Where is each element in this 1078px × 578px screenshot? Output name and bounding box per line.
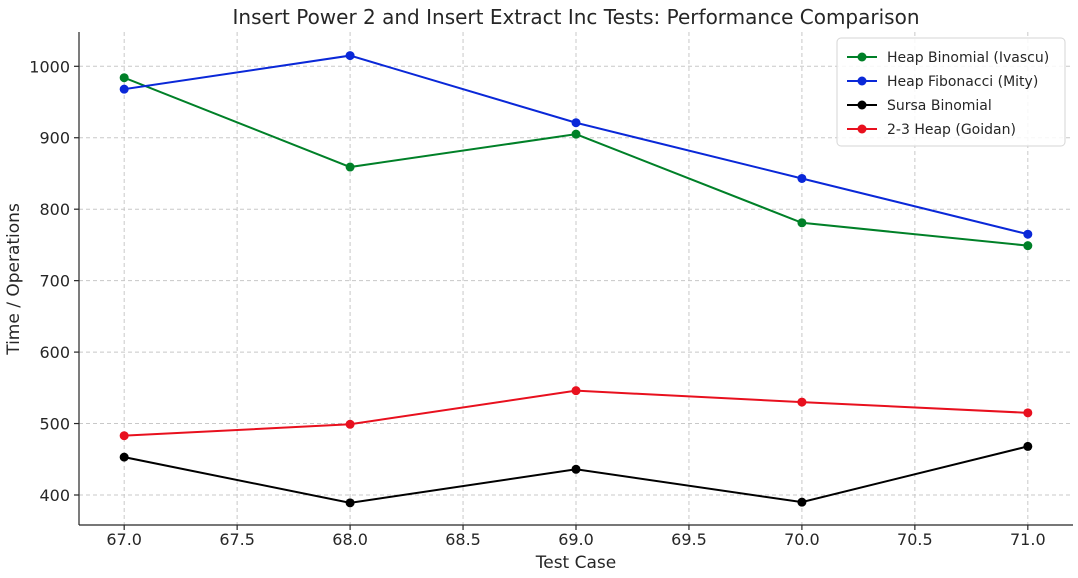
series-1: [119, 51, 1033, 239]
x-tick-label: 67.5: [219, 530, 255, 549]
data-point: [345, 162, 355, 172]
y-tick-label: 1000: [29, 57, 70, 76]
legend: Heap Binomial (Ivascu) Heap Fibonacci (Mi…: [836, 37, 1066, 147]
legend-marker: [857, 124, 867, 134]
series-2: [119, 441, 1033, 508]
data-point: [119, 73, 129, 83]
legend-box: [836, 37, 1066, 147]
legend-marker: [857, 76, 867, 86]
x-tick-label: 69.5: [671, 530, 707, 549]
data-point: [119, 431, 129, 441]
data-point: [1023, 441, 1033, 451]
data-point: [571, 129, 581, 139]
y-axis-label: Time / Operations: [4, 203, 24, 356]
series-3: [119, 386, 1033, 441]
chart-title: Insert Power 2 and Insert Extract Inc Te…: [233, 5, 920, 29]
legend-marker: [857, 52, 867, 62]
x-axis-label: Test Case: [535, 553, 616, 573]
data-point: [571, 386, 581, 396]
x-tick-label: 68.0: [332, 530, 368, 549]
y-tick-label: 600: [39, 343, 70, 362]
axes: 67.0 67.5 68.0 68.5 69.0 69.5 70.0 70.5 71.0 400 5…: [29, 32, 1073, 549]
data-point: [345, 51, 355, 61]
data-point: [119, 452, 129, 462]
y-tick-label: 700: [39, 272, 70, 291]
data-point: [571, 118, 581, 128]
y-tick-label: 400: [39, 486, 70, 505]
data-point: [1023, 241, 1033, 251]
x-tick-label: 67.0: [106, 530, 142, 549]
legend-label: Heap Binomial (Ivascu): [887, 50, 1049, 66]
series-0: [119, 73, 1033, 251]
x-tick-label: 70.0: [784, 530, 820, 549]
series-layer: [119, 51, 1033, 508]
legend-label: Heap Fibonacci (Mity): [887, 74, 1038, 90]
data-point: [797, 497, 807, 507]
x-tick-label: 71.0: [1010, 530, 1046, 549]
legend-label: 2-3 Heap (Goidan): [887, 122, 1016, 138]
data-point: [797, 218, 807, 228]
x-tick-label: 68.5: [445, 530, 481, 549]
legend-label: Sursa Binomial: [887, 98, 992, 114]
data-point: [1023, 229, 1033, 239]
data-point: [797, 173, 807, 183]
data-point: [797, 397, 807, 407]
y-tick-label: 900: [39, 129, 70, 148]
data-point: [1023, 408, 1033, 418]
data-point: [345, 419, 355, 429]
y-tick-label: 500: [39, 415, 70, 434]
x-tick-label: 69.0: [558, 530, 594, 549]
data-point: [571, 464, 581, 474]
data-point: [119, 84, 129, 94]
grid: [79, 32, 1073, 525]
y-tick-label: 800: [39, 200, 70, 219]
x-tick-label: 70.5: [897, 530, 933, 549]
data-point: [345, 498, 355, 508]
legend-marker: [857, 100, 867, 110]
